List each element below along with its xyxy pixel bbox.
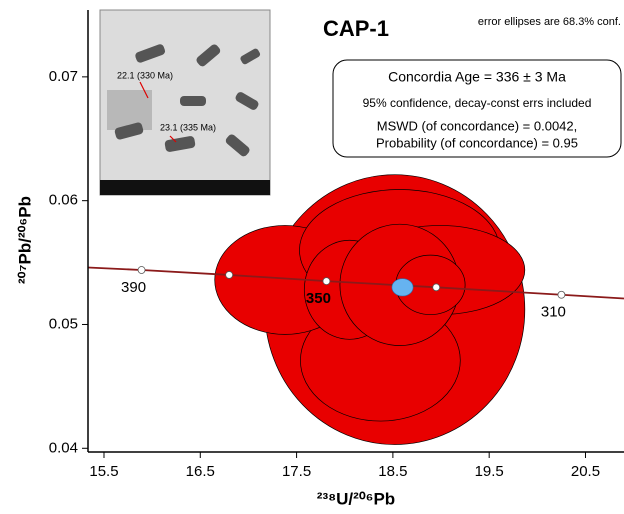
result-line: MSWD (of concordance) = 0.0042,	[377, 118, 578, 133]
age-label: 350	[306, 290, 331, 307]
age-marker	[323, 278, 330, 285]
x-tick-label: 17.5	[282, 463, 311, 480]
x-tick-label: 18.5	[378, 463, 407, 480]
x-tick-label: 16.5	[186, 463, 215, 480]
chart: 390 350 310 22.1 (330 Ma) 23.1 (335 Ma) CA…	[0, 0, 624, 514]
age-marker	[433, 284, 440, 291]
x-tick-label: 15.5	[89, 463, 118, 480]
age-marker	[138, 267, 145, 274]
y-axis-label: ²⁰⁷Pb/²⁰⁶Pb	[15, 196, 34, 284]
inset-label: 22.1 (330 Ma)	[117, 70, 173, 80]
age-marker	[226, 271, 233, 278]
concordia-age-ellipse	[392, 279, 413, 296]
x-tick-label: 19.5	[475, 463, 504, 480]
y-tick-label: 0.05	[49, 315, 78, 332]
y-tick-label: 0.07	[49, 68, 78, 85]
age-marker	[558, 291, 565, 298]
chart-title: CAP-1	[323, 16, 389, 41]
result-line: 95% confidence, decay-const errs include…	[363, 96, 592, 110]
result-line: Probability (of concordance) = 0.95	[376, 135, 578, 150]
result-line: Concordia Age = 336 ± 3 Ma	[388, 69, 566, 85]
note: error ellipses are 68.3% conf.	[478, 16, 621, 28]
age-label: 310	[541, 304, 566, 321]
y-tick-label: 0.06	[49, 192, 78, 209]
x-tick-label: 20.5	[571, 463, 600, 480]
inset-photo: 22.1 (330 Ma) 23.1 (335 Ma)	[100, 10, 270, 195]
inset-label: 23.1 (335 Ma)	[160, 122, 216, 132]
x-axis-label: ²³⁸U/²⁰⁶Pb	[317, 489, 395, 508]
age-label: 390	[121, 279, 146, 296]
y-tick-label: 0.04	[49, 439, 78, 456]
plot: 390 350 310	[88, 175, 624, 445]
